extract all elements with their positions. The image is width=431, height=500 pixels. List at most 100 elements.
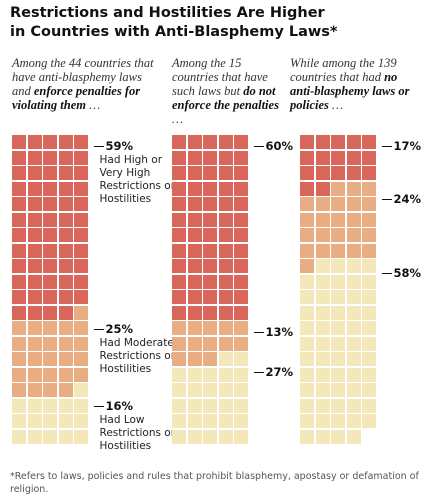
waffle-square bbox=[172, 243, 186, 258]
waffle-square bbox=[234, 243, 248, 258]
waffle-square bbox=[203, 197, 217, 211]
waffle-square bbox=[43, 212, 57, 227]
waffle-square bbox=[172, 135, 186, 149]
waffle-square bbox=[218, 321, 233, 335]
waffle-square bbox=[362, 367, 376, 382]
waffle-square bbox=[234, 228, 248, 242]
waffle-square bbox=[12, 243, 26, 258]
waffle-square bbox=[203, 166, 217, 180]
waffle-square bbox=[187, 135, 202, 149]
waffle-square bbox=[203, 336, 217, 351]
waffle-square bbox=[315, 383, 330, 397]
waffle-square bbox=[300, 414, 314, 428]
waffle-square bbox=[43, 274, 57, 289]
waffle-square bbox=[58, 197, 73, 211]
waffle-square bbox=[27, 352, 42, 366]
waffle-square bbox=[346, 290, 361, 304]
waffle-square bbox=[362, 259, 376, 273]
waffle-square bbox=[203, 321, 217, 335]
waffle-square bbox=[187, 259, 202, 273]
title-line: Restrictions and Hostilities Are Higher bbox=[10, 5, 325, 21]
waffle-square bbox=[172, 290, 186, 304]
waffle-square bbox=[203, 305, 217, 320]
waffle-square bbox=[331, 135, 345, 149]
waffle-square bbox=[27, 181, 42, 196]
waffle-square bbox=[27, 305, 42, 320]
waffle-square bbox=[315, 305, 330, 320]
waffle-square bbox=[12, 274, 26, 289]
waffle-square bbox=[27, 212, 42, 227]
waffle-square bbox=[362, 383, 376, 397]
waffle-square bbox=[43, 305, 57, 320]
intro-text: Among the 44 countries that have anti-bl… bbox=[12, 56, 154, 112]
waffle-square bbox=[172, 352, 186, 366]
waffle-square bbox=[218, 212, 233, 227]
waffle-square bbox=[74, 414, 88, 428]
waffle-square bbox=[27, 383, 42, 397]
waffle-square bbox=[346, 228, 361, 242]
waffle-square bbox=[58, 259, 73, 273]
waffle-square bbox=[234, 429, 248, 444]
waffle-square bbox=[331, 274, 345, 289]
waffle-square bbox=[315, 150, 330, 165]
waffle-square bbox=[300, 290, 314, 304]
waffle-square bbox=[58, 290, 73, 304]
waffle-square bbox=[12, 150, 26, 165]
waffle-square bbox=[315, 181, 330, 196]
waffle-square bbox=[187, 150, 202, 165]
waffle-square bbox=[74, 259, 88, 273]
waffle-square bbox=[74, 135, 88, 149]
waffle-square bbox=[12, 135, 26, 149]
waffle-square bbox=[58, 398, 73, 413]
waffle-square bbox=[74, 429, 88, 444]
waffle-square bbox=[27, 166, 42, 180]
waffle-square bbox=[58, 321, 73, 335]
waffle-square bbox=[234, 259, 248, 273]
waffle-square bbox=[172, 336, 186, 351]
waffle-square bbox=[362, 352, 376, 366]
intro-segment: While among the 139 countries that had bbox=[290, 56, 397, 84]
intro-segment: … bbox=[85, 98, 101, 112]
intro-segment: Among the 44 countries that have anti-bl… bbox=[12, 56, 154, 98]
waffle-square bbox=[362, 228, 376, 242]
value-label: 16% bbox=[105, 399, 134, 414]
waffle-square bbox=[12, 352, 26, 366]
waffle-square bbox=[331, 336, 345, 351]
waffle-square bbox=[58, 243, 73, 258]
waffle-square bbox=[74, 398, 88, 413]
footnote: *Refers to laws, policies and rules that… bbox=[10, 471, 419, 495]
waffle-square bbox=[234, 150, 248, 165]
value-label: 17% bbox=[393, 139, 422, 153]
value-label: 13% bbox=[265, 325, 294, 339]
waffle-square bbox=[43, 336, 57, 351]
value-label: 25% bbox=[105, 321, 134, 336]
waffle-square bbox=[331, 305, 345, 320]
waffle-square bbox=[172, 305, 186, 320]
waffle-square bbox=[331, 429, 345, 444]
waffle-square bbox=[27, 290, 42, 304]
waffle-square bbox=[27, 135, 42, 149]
waffle-square bbox=[203, 212, 217, 227]
waffle-square bbox=[234, 212, 248, 227]
waffle-square bbox=[12, 398, 26, 413]
waffle-square bbox=[203, 243, 217, 258]
waffle-square bbox=[43, 414, 57, 428]
waffle-square bbox=[331, 197, 345, 211]
waffle-square bbox=[218, 383, 233, 397]
waffle-square bbox=[362, 336, 376, 351]
waffle-square bbox=[27, 228, 42, 242]
waffle-square bbox=[43, 166, 57, 180]
waffle-square bbox=[218, 135, 233, 149]
waffle-square bbox=[346, 243, 361, 258]
title: Restrictions and Hostilities Are Higher … bbox=[10, 4, 338, 42]
waffle-square bbox=[187, 305, 202, 320]
waffle-square bbox=[315, 352, 330, 366]
waffle-square bbox=[346, 321, 361, 335]
waffle-square bbox=[203, 290, 217, 304]
waffle-square bbox=[187, 336, 202, 351]
waffle-square bbox=[203, 383, 217, 397]
category-label: Had High or Very High Restrictions or Ho… bbox=[99, 154, 176, 205]
waffle-square bbox=[234, 305, 248, 320]
waffle-square bbox=[362, 181, 376, 196]
